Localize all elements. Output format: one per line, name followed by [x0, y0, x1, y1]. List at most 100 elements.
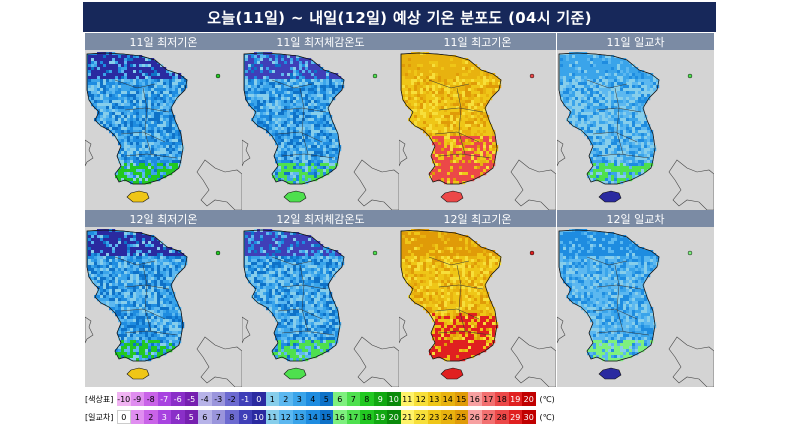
grid-cell [326, 121, 330, 125]
grid-cell [275, 85, 279, 89]
grid-cell [166, 304, 170, 308]
grid-cell [444, 85, 448, 89]
grid-cell [290, 58, 294, 62]
grid-cell [486, 118, 490, 122]
grid-cell [575, 85, 579, 89]
grid-cell [414, 76, 418, 80]
grid-cell [109, 262, 113, 266]
grid-cell [130, 58, 134, 62]
grid-cell [127, 247, 131, 251]
grid-cell [269, 91, 273, 95]
grid-cell [308, 64, 312, 68]
grid-cell [602, 160, 606, 164]
grid-cell [641, 115, 645, 119]
grid-cell [629, 67, 633, 71]
grid-cell [121, 286, 125, 290]
grid-cell [462, 76, 466, 80]
grid-cell [172, 79, 176, 83]
grid-cell [94, 241, 98, 245]
grid-cell [626, 91, 630, 95]
grid-cell [148, 145, 152, 149]
grid-cell [308, 73, 312, 77]
grid-cell [160, 280, 164, 284]
grid-cell [320, 79, 324, 83]
grid-cell [480, 106, 484, 110]
grid-cell [626, 82, 630, 86]
grid-cell [157, 244, 161, 248]
grid-cell [109, 253, 113, 257]
grid-cell [127, 169, 131, 173]
grid-cell [145, 142, 149, 146]
grid-cell [465, 109, 469, 113]
grid-cell [91, 91, 95, 95]
grid-cell [614, 103, 618, 107]
grid-cell [109, 70, 113, 74]
grid-cell [151, 307, 155, 311]
grid-cell [94, 265, 98, 269]
grid-cell [608, 76, 612, 80]
grid-cell [563, 70, 567, 74]
grid-cell [290, 151, 294, 155]
grid-cell [623, 97, 627, 101]
grid-cell [157, 91, 161, 95]
grid-cell [169, 79, 173, 83]
grid-cell [629, 160, 633, 164]
grid-cell [281, 172, 285, 176]
grid-cell [602, 67, 606, 71]
grid-cell [287, 58, 291, 62]
grid-cell [130, 157, 134, 161]
grid-cell [139, 244, 143, 248]
grid-cell [441, 163, 445, 167]
grid-cell [97, 238, 101, 242]
grid-cell [130, 304, 134, 308]
grid-cell [112, 259, 116, 263]
grid-cell [608, 100, 612, 104]
grid-cell [629, 127, 633, 131]
grid-cell [112, 76, 116, 80]
grid-cell [299, 166, 303, 170]
grid-cell [163, 139, 167, 143]
grid-cell [614, 100, 618, 104]
grid-cell [620, 103, 624, 107]
grid-cell [435, 148, 439, 152]
grid-cell [617, 142, 621, 146]
grid-cell [166, 166, 170, 170]
grid-cell [118, 61, 122, 65]
grid-cell [329, 73, 333, 77]
grid-cell [124, 280, 128, 284]
grid-cell [103, 295, 107, 299]
grid-cell [290, 121, 294, 125]
grid-cell [441, 100, 445, 104]
grid-cell [605, 64, 609, 68]
grid-cell [97, 91, 101, 95]
grid-cell [109, 109, 113, 113]
grid-cell [329, 100, 333, 104]
grid-cell [293, 175, 297, 179]
grid-cell [263, 115, 267, 119]
grid-cell [477, 163, 481, 167]
grid-cell [175, 130, 179, 134]
grid-cell [106, 109, 110, 113]
grid-cell [245, 67, 249, 71]
grid-cell [608, 157, 612, 161]
grid-cell [311, 169, 315, 173]
grid-cell [121, 79, 125, 83]
grid-cell [121, 172, 125, 176]
grid-cell [118, 88, 122, 92]
grid-cell [432, 85, 436, 89]
grid-cell [620, 94, 624, 98]
grid-cell [405, 82, 409, 86]
grid-cell [293, 139, 297, 143]
grid-cell [97, 295, 101, 299]
grid-cell [251, 97, 255, 101]
grid-cell [626, 76, 630, 80]
grid-cell [426, 112, 430, 116]
grid-cell [638, 79, 642, 83]
grid-cell [142, 82, 146, 86]
grid-cell [596, 115, 600, 119]
grid-cell [632, 79, 636, 83]
grid-cell [91, 253, 95, 257]
grid-cell [166, 124, 170, 128]
grid-cell [326, 109, 330, 113]
grid-cell [121, 148, 125, 152]
